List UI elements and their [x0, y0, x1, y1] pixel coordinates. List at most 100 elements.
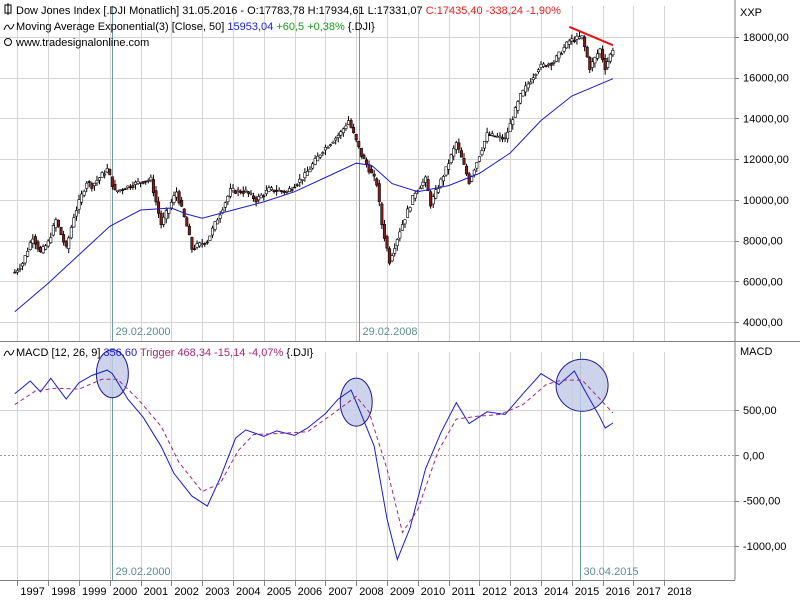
- candle-body: [562, 47, 566, 52]
- candle-body: [54, 219, 58, 228]
- candle-body: [526, 83, 530, 89]
- candle-body: [149, 176, 153, 181]
- year-label: 2015: [575, 586, 599, 598]
- candle-body: [323, 147, 327, 151]
- candle-body: [452, 148, 456, 157]
- vertical-markers: 29.02.2000 29.02.2008 29.02.2000 30.04.2015: [112, 6, 639, 580]
- candle-body: [557, 51, 561, 59]
- candle-body: [498, 135, 502, 138]
- candle-body: [164, 210, 168, 220]
- candle-body: [72, 217, 76, 228]
- candle-body: [293, 186, 297, 189]
- candle-body: [123, 188, 127, 191]
- year-label: 2001: [144, 586, 168, 598]
- candle-body: [228, 188, 232, 197]
- line-series-icon: [3, 349, 15, 357]
- macd-header-text: MACD [12, 26, 9] 356,60 Trigger 468,34 -…: [16, 347, 314, 359]
- candle-body: [38, 247, 42, 253]
- candle-body: [375, 178, 379, 186]
- candle-body: [15, 270, 19, 273]
- candle-body: [282, 190, 286, 193]
- candle-body: [41, 246, 45, 254]
- candle-body: [577, 36, 581, 39]
- candle-body: [311, 163, 315, 169]
- price-tick-label: 4000,00: [743, 317, 783, 329]
- year-label: 1999: [82, 586, 106, 598]
- candle-body: [95, 180, 99, 184]
- candle-body: [536, 69, 540, 72]
- candle-body: [280, 190, 284, 193]
- candle-body: [513, 107, 517, 118]
- price-grid: [0, 6, 735, 341]
- candle-body: [390, 255, 394, 262]
- candle-body: [216, 219, 220, 225]
- macd-axis-ticks: 500,00 0,00 -500,00 -1000,00: [735, 405, 786, 553]
- candle-body: [74, 210, 78, 217]
- candle-body: [285, 191, 289, 193]
- price-tick-label: 6000,00: [743, 276, 783, 288]
- candle-body: [264, 189, 268, 195]
- year-label: 2014: [544, 586, 568, 598]
- candle-body: [549, 63, 553, 66]
- candle-body: [354, 134, 358, 141]
- candle-body: [539, 63, 543, 68]
- candle-body: [475, 162, 479, 169]
- price-tick-label: 10000,00: [743, 195, 789, 207]
- candle-body: [90, 183, 94, 189]
- candle-body: [167, 208, 171, 214]
- candle-body: [544, 65, 548, 67]
- candle-body: [162, 216, 166, 225]
- ema-value: 15953,04: [227, 21, 276, 33]
- price-tick-label: 16000,00: [743, 73, 789, 85]
- candle-body: [444, 166, 448, 176]
- candle-body: [128, 186, 132, 189]
- candle-body: [511, 119, 515, 125]
- trigger-line: [14, 378, 614, 534]
- candle-body: [277, 189, 281, 192]
- candle-body: [588, 57, 592, 70]
- candle-body: [303, 172, 307, 179]
- candle-body: [175, 191, 179, 198]
- candle-body: [516, 101, 520, 111]
- candle-body: [329, 144, 333, 146]
- candle-body: [518, 93, 522, 104]
- candle-body: [121, 189, 125, 191]
- candle-body: [590, 61, 594, 68]
- price-header: Dow Jones Index [.DJI Monatlich] 31.05.2…: [3, 3, 561, 49]
- candle-body: [190, 237, 194, 250]
- year-label: 2017: [636, 586, 660, 598]
- ema-label: Moving Average Exponential(3) [Close, 50…: [16, 21, 227, 33]
- price-axis-title: XXP: [740, 7, 762, 19]
- candle-body: [272, 189, 276, 193]
- candle-body: [151, 179, 155, 194]
- year-label: 2005: [267, 586, 291, 598]
- candle-body: [467, 173, 471, 184]
- candle-body: [198, 242, 202, 247]
- candle-body: [318, 154, 322, 158]
- candle-body: [339, 131, 343, 136]
- candle-body: [529, 81, 533, 85]
- candle-body: [157, 201, 161, 214]
- candle-body: [110, 176, 114, 187]
- candle-body: [421, 181, 425, 186]
- candle-body: [98, 177, 102, 181]
- candle-body: [77, 199, 81, 210]
- candle-body: [210, 227, 214, 236]
- candle-body: [341, 128, 345, 133]
- candle-body: [26, 250, 30, 257]
- candle-body: [290, 189, 294, 191]
- candle-body: [490, 133, 494, 136]
- price-header-line2: Moving Average Exponential(3) [Close, 50…: [16, 21, 375, 33]
- candle-body: [580, 35, 584, 39]
- candle-body: [554, 55, 558, 62]
- macd-header: MACD [12, 26, 9] 356,60 Trigger 468,34 -…: [3, 347, 314, 359]
- candle-body: [321, 152, 325, 154]
- candle-body: [300, 179, 304, 181]
- candle-body: [31, 238, 35, 244]
- ema-suffix: {.DJI}: [348, 21, 375, 33]
- year-label: 2016: [606, 586, 630, 598]
- price-tick-label: 18000,00: [743, 32, 789, 44]
- candle-body: [408, 207, 412, 212]
- candle-body: [113, 183, 117, 191]
- candle-body: [406, 208, 410, 218]
